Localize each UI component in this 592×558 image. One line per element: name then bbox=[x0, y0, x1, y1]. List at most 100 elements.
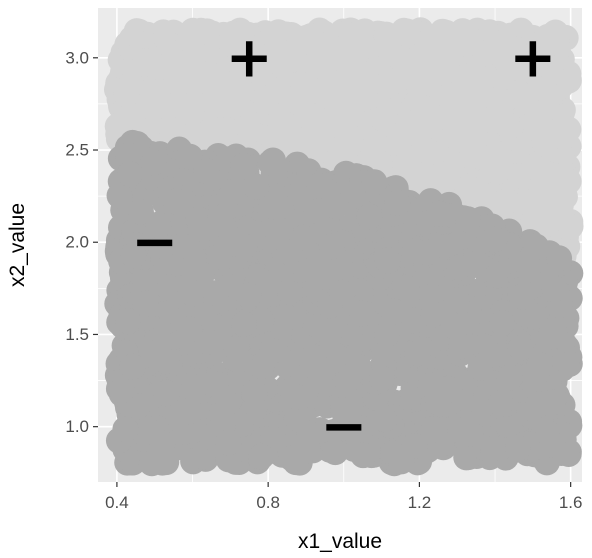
y-axis-title: x2_value bbox=[6, 203, 29, 287]
point-negative bbox=[145, 211, 172, 238]
point-negative bbox=[282, 383, 309, 410]
point-negative bbox=[140, 149, 167, 176]
y-tick-label-0: 1.0 bbox=[65, 417, 89, 436]
point-negative bbox=[131, 268, 158, 295]
point-positive bbox=[254, 48, 281, 75]
point-negative bbox=[120, 242, 147, 269]
point-positive bbox=[281, 44, 308, 71]
point-negative bbox=[248, 443, 275, 470]
point-negative bbox=[120, 449, 147, 476]
x-tick-label-3: 1.6 bbox=[559, 493, 583, 512]
point-positive bbox=[181, 90, 208, 117]
point-positive bbox=[415, 47, 442, 74]
point-negative bbox=[124, 393, 151, 420]
point-negative bbox=[448, 333, 475, 360]
point-positive bbox=[362, 130, 389, 157]
point-positive bbox=[390, 62, 417, 89]
point-negative bbox=[219, 179, 246, 206]
point-negative bbox=[522, 303, 549, 330]
y-tick-label-2: 2.0 bbox=[65, 233, 89, 252]
point-negative bbox=[112, 416, 139, 443]
point-positive bbox=[494, 112, 521, 139]
point-negative bbox=[496, 364, 523, 391]
y-tick-label-3: 2.5 bbox=[65, 141, 89, 160]
y-tick-label-1: 1.5 bbox=[65, 325, 89, 344]
point-negative bbox=[349, 300, 376, 327]
point-negative bbox=[172, 418, 199, 445]
point-negative bbox=[241, 380, 268, 407]
point-positive bbox=[440, 122, 467, 149]
annotation-minus-3: − bbox=[320, 394, 367, 459]
annotation-plus-0: + bbox=[226, 25, 273, 90]
axis-ticks: 0.4 0.8 1.2 1.6 1.0 1.5 2.0 2.5 3.0 bbox=[65, 48, 582, 512]
point-negative bbox=[153, 348, 180, 375]
point-negative bbox=[193, 158, 220, 185]
point-negative bbox=[194, 328, 221, 355]
point-positive bbox=[369, 105, 396, 132]
point-negative bbox=[300, 344, 327, 371]
point-positive bbox=[532, 131, 559, 158]
point-negative bbox=[546, 245, 573, 272]
point-negative bbox=[361, 169, 388, 196]
point-negative bbox=[417, 372, 444, 399]
point-positive bbox=[466, 143, 493, 170]
point-negative bbox=[230, 153, 257, 180]
annotations: + + − − bbox=[131, 25, 556, 459]
point-negative bbox=[180, 374, 207, 401]
point-positive bbox=[414, 137, 441, 164]
point-negative bbox=[487, 390, 514, 417]
point-negative bbox=[329, 279, 356, 306]
point-negative bbox=[153, 380, 180, 407]
point-negative bbox=[217, 225, 244, 252]
point-positive bbox=[214, 91, 241, 118]
point-negative bbox=[322, 313, 349, 340]
point-negative bbox=[404, 340, 431, 367]
point-positive bbox=[236, 117, 263, 144]
point-negative bbox=[115, 308, 142, 335]
point-negative bbox=[306, 172, 333, 199]
series-negative bbox=[104, 129, 584, 477]
point-negative bbox=[215, 391, 242, 418]
point-negative bbox=[276, 239, 303, 266]
point-negative bbox=[356, 203, 383, 230]
point-negative bbox=[478, 341, 505, 368]
point-positive bbox=[394, 18, 421, 45]
point-negative bbox=[374, 247, 401, 274]
point-negative bbox=[453, 444, 480, 471]
point-negative bbox=[454, 206, 481, 233]
point-negative bbox=[108, 377, 135, 404]
point-negative bbox=[235, 282, 262, 309]
point-negative bbox=[207, 204, 234, 231]
point-negative bbox=[443, 286, 470, 313]
point-negative bbox=[541, 275, 568, 302]
point-positive bbox=[117, 71, 144, 98]
point-positive bbox=[488, 145, 515, 172]
annotation-minus-2: − bbox=[131, 210, 178, 275]
point-negative bbox=[257, 149, 284, 176]
point-negative bbox=[447, 417, 474, 444]
point-negative bbox=[459, 251, 486, 278]
point-negative bbox=[116, 161, 143, 188]
point-negative bbox=[312, 263, 339, 290]
point-negative bbox=[388, 448, 415, 475]
point-negative bbox=[189, 443, 216, 470]
point-positive bbox=[227, 43, 254, 70]
point-negative bbox=[323, 193, 350, 220]
point-positive bbox=[176, 47, 203, 74]
point-negative bbox=[525, 391, 552, 418]
point-positive bbox=[524, 151, 551, 178]
point-positive bbox=[456, 88, 483, 115]
point-negative bbox=[494, 412, 521, 439]
point-negative bbox=[384, 190, 411, 217]
point-positive bbox=[305, 52, 332, 79]
point-positive bbox=[306, 110, 333, 137]
point-positive bbox=[341, 52, 368, 79]
point-negative bbox=[420, 416, 447, 443]
point-negative bbox=[489, 310, 516, 337]
point-positive bbox=[413, 28, 440, 55]
x-axis-title: x1_value bbox=[298, 530, 382, 553]
x-tick-label-1: 0.8 bbox=[256, 493, 280, 512]
point-negative bbox=[481, 226, 508, 253]
point-negative bbox=[526, 351, 553, 378]
point-negative bbox=[440, 312, 467, 339]
